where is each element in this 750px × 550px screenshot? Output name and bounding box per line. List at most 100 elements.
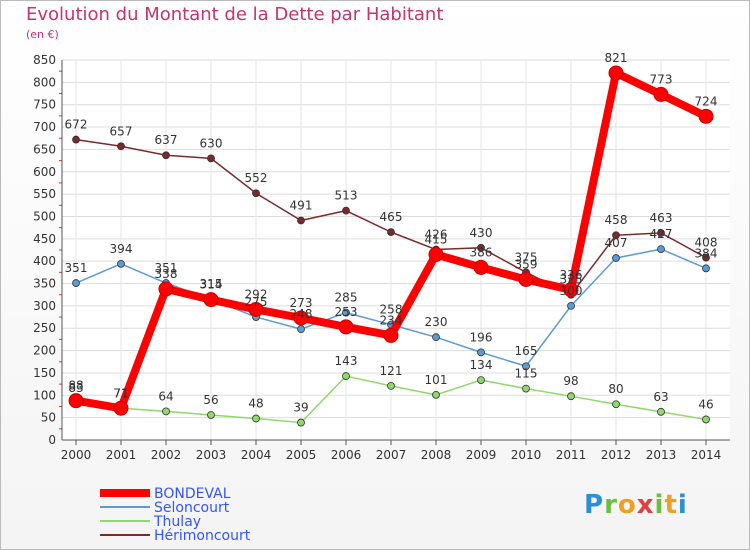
data-label: 121 <box>380 364 403 378</box>
x-tick-label: 2006 <box>331 448 362 462</box>
data-point <box>522 384 530 393</box>
data-point <box>203 292 219 308</box>
data-point <box>158 281 174 297</box>
data-point <box>342 372 350 380</box>
data-point <box>117 259 125 268</box>
data-label: 426 <box>425 228 448 242</box>
data-point <box>387 228 395 237</box>
data-label: 672 <box>65 118 88 132</box>
data-point <box>162 407 170 416</box>
data-label: 552 <box>245 171 268 185</box>
legend-label: BONDEVAL <box>154 486 231 502</box>
data-label: 83 <box>68 381 83 395</box>
y-tick-label: 350 <box>33 277 56 291</box>
legend-label: Hérimoncourt <box>154 528 251 544</box>
data-label: 359 <box>515 258 538 272</box>
data-point <box>342 206 350 215</box>
y-tick-label: 50 <box>41 411 56 425</box>
data-point <box>702 415 710 424</box>
data-point <box>207 154 215 163</box>
proxiti-logo: Proxiti <box>584 490 688 520</box>
chart-title: Evolution du Montant de la Dette par Hab… <box>26 4 444 25</box>
data-point <box>68 393 84 409</box>
data-point <box>657 407 665 416</box>
logo-letter: r <box>604 490 618 520</box>
data-label: 351 <box>65 261 88 275</box>
data-point <box>567 392 575 401</box>
y-tick-label: 550 <box>33 187 56 201</box>
data-point <box>522 362 530 371</box>
data-label: 491 <box>290 198 313 212</box>
data-label: 101 <box>425 373 448 387</box>
data-label: 821 <box>605 51 628 65</box>
data-point <box>342 308 350 317</box>
data-point <box>432 390 440 399</box>
data-point <box>657 229 665 237</box>
x-tick-label: 2000 <box>61 448 92 462</box>
data-label: 724 <box>695 94 718 108</box>
y-tick-label: 300 <box>33 299 56 313</box>
data-label: 115 <box>515 367 538 381</box>
data-label: 430 <box>470 226 493 240</box>
logo-letter: P <box>584 490 605 520</box>
logo-letter: x <box>636 490 655 520</box>
data-point <box>612 400 620 409</box>
data-label: 63 <box>653 390 668 404</box>
y-tick-label: 150 <box>33 366 56 380</box>
data-point <box>297 325 305 334</box>
plot-area <box>62 60 730 440</box>
data-label: 285 <box>335 291 358 305</box>
x-tick-label: 2009 <box>466 448 497 462</box>
x-tick-label: 2008 <box>421 448 452 462</box>
y-tick-label: 700 <box>33 120 56 134</box>
data-point <box>338 319 354 335</box>
x-tick-label: 2002 <box>151 448 182 462</box>
data-point <box>162 151 170 160</box>
data-label: 394 <box>110 242 133 256</box>
data-point <box>698 108 714 124</box>
data-point <box>612 254 620 262</box>
data-label: 275 <box>245 295 268 309</box>
data-label: 386 <box>470 245 493 259</box>
data-label: 48 <box>248 397 263 411</box>
x-tick-label: 2003 <box>196 448 227 462</box>
data-point <box>518 272 534 288</box>
data-label: 408 <box>695 236 718 250</box>
data-point <box>293 310 309 326</box>
data-point <box>657 245 665 254</box>
data-label: 773 <box>650 72 673 86</box>
data-label: 253 <box>335 305 358 319</box>
logo-letter: i <box>677 490 688 520</box>
data-label: 292 <box>245 287 268 301</box>
logo-letter: o <box>617 490 637 520</box>
data-point <box>477 243 485 252</box>
data-point <box>72 279 80 287</box>
data-label: 165 <box>515 344 538 358</box>
data-point <box>207 411 215 419</box>
logo-letter: t <box>664 490 678 520</box>
data-point <box>248 301 264 317</box>
x-tick-label: 2007 <box>376 448 407 462</box>
logo-letter: i <box>654 490 665 520</box>
y-tick-label: 400 <box>33 254 56 268</box>
data-point <box>432 333 440 342</box>
data-point <box>702 253 710 262</box>
x-tick-label: 2005 <box>286 448 317 462</box>
data-label: 258 <box>380 303 403 317</box>
data-label: 230 <box>425 315 448 329</box>
x-tick-label: 2004 <box>241 448 272 462</box>
data-label: 325 <box>560 273 583 287</box>
legend-label: Thulay <box>153 514 201 530</box>
y-tick-label: 200 <box>33 344 56 358</box>
data-label: 98 <box>563 374 578 388</box>
data-label: 415 <box>425 232 448 246</box>
data-point <box>428 246 444 262</box>
data-label: 407 <box>605 236 628 250</box>
data-point <box>608 65 624 81</box>
data-label: 46 <box>698 397 713 411</box>
data-label: 338 <box>155 267 178 281</box>
y-tick-label: 250 <box>33 321 56 335</box>
data-point <box>297 216 305 225</box>
data-label: 384 <box>695 246 718 260</box>
